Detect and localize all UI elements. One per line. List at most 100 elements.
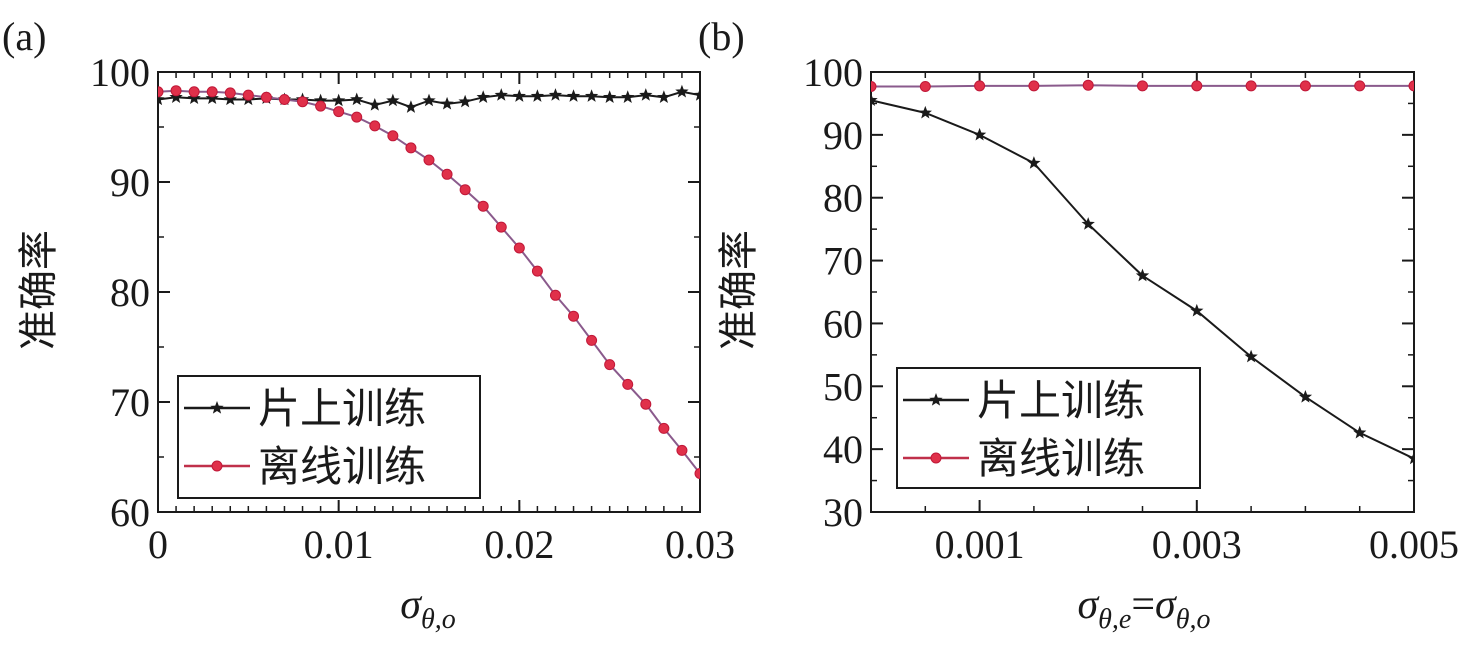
panel-a-point-1-28 bbox=[658, 422, 670, 434]
panel-a-point-1-4 bbox=[224, 87, 236, 99]
panel-a-point-1-20 bbox=[513, 242, 525, 254]
panel-b-legend-label-0: 片上训练 bbox=[977, 376, 1145, 425]
panel-b-point-0-8 bbox=[1298, 389, 1313, 403]
panel-a-point-1-17 bbox=[459, 184, 471, 196]
panel-a-point-0-27 bbox=[639, 88, 653, 101]
panel-b-xlabel: σθ,e=σθ,o bbox=[1077, 582, 1210, 635]
panel-b-point-1-1 bbox=[919, 80, 931, 92]
panel-a-point-1-14 bbox=[405, 142, 417, 154]
panel-a-point-0-14 bbox=[404, 100, 418, 113]
panel-a-point-0-11 bbox=[350, 92, 364, 106]
panel-a-series-group bbox=[158, 84, 700, 479]
panel-a-point-1-6 bbox=[260, 91, 272, 103]
panel-a-legend-marker-0 bbox=[210, 401, 224, 414]
panel-a-point-1-11 bbox=[351, 111, 363, 123]
panel-b-point-1-10 bbox=[1408, 80, 1414, 92]
panel-a-point-0-2 bbox=[187, 91, 201, 105]
panel-a-point-0-24 bbox=[584, 89, 599, 102]
panel-a-point-0-0 bbox=[158, 92, 165, 106]
panel-b-ytick-label: 90 bbox=[823, 113, 863, 158]
panel-a-point-0-4 bbox=[223, 92, 237, 106]
panel-a-ytick-label: 70 bbox=[110, 380, 150, 425]
panel-a-point-1-12 bbox=[369, 120, 381, 132]
panel-b-ytick-label: 50 bbox=[823, 364, 863, 409]
panel-b-xtick-label: 0.005 bbox=[1369, 522, 1459, 567]
panel-a-point-1-26 bbox=[622, 378, 634, 390]
panel-a-legend-box bbox=[177, 375, 481, 499]
panel-a-point-0-15 bbox=[422, 93, 436, 107]
panel-a-point-1-10 bbox=[333, 106, 345, 118]
panel-a-ytick-label: 80 bbox=[110, 270, 150, 315]
panel-a-point-1-7 bbox=[278, 94, 290, 105]
panel-b-point-0-4 bbox=[1081, 217, 1095, 230]
panel-a-point-0-20 bbox=[512, 89, 526, 102]
panel-b-point-0-2 bbox=[972, 127, 987, 141]
panel-a-point-0-23 bbox=[566, 89, 581, 102]
panel-a-point-1-8 bbox=[297, 96, 309, 108]
panel-a-point-1-16 bbox=[441, 168, 453, 180]
panel-a-point-1-23 bbox=[568, 310, 580, 322]
panel-a-point-0-17 bbox=[458, 94, 472, 108]
panel-a-point-0-26 bbox=[621, 90, 635, 103]
panel-a-point-0-30 bbox=[693, 88, 700, 101]
panel-b-legend-box bbox=[896, 367, 1201, 489]
panel-b-label: (b) bbox=[698, 14, 745, 59]
panel-b-ytick-label: 60 bbox=[823, 301, 863, 346]
panel-a-point-1-29 bbox=[676, 444, 688, 456]
panel-a-point-1-21 bbox=[531, 265, 543, 277]
panel-b-ytick-label: 30 bbox=[823, 490, 863, 535]
panel-a-point-1-9 bbox=[315, 100, 327, 112]
panel-b-ytick-label: 40 bbox=[823, 427, 863, 472]
panel-b-point-1-7 bbox=[1245, 80, 1257, 92]
panel-a-point-1-19 bbox=[495, 221, 507, 233]
panel-a-point-1-30 bbox=[694, 468, 700, 479]
panel-b-series-group bbox=[871, 79, 1414, 465]
panel-a-point-0-9 bbox=[313, 93, 328, 107]
panel-b-ytick-label: 80 bbox=[823, 176, 863, 221]
panel-b-ytick-label: 100 bbox=[803, 50, 863, 95]
panel-a-legend-label-0: 片上训练 bbox=[258, 384, 426, 433]
panel-b-ylabel: 准确率 bbox=[716, 230, 762, 350]
panel-a-point-1-0 bbox=[158, 86, 164, 98]
panel-a-legend-marker-1 bbox=[211, 460, 223, 472]
panel-a: (a) 准确率 60 70 80 90 100 0 0.01 0.02 0.03 片上训练离线训练… bbox=[2, 14, 735, 635]
panel-a-ylabel: 准确率 bbox=[16, 230, 62, 350]
panel-a-point-1-13 bbox=[387, 130, 399, 142]
panel-b-point-1-6 bbox=[1191, 80, 1203, 92]
panel-a-point-1-1 bbox=[170, 85, 182, 97]
panel-a-xtick-label: 0 bbox=[148, 522, 168, 567]
panel-b-point-0-10 bbox=[1407, 451, 1414, 465]
panel-b-point-0-7 bbox=[1244, 349, 1258, 363]
panel-b-point-0-9 bbox=[1353, 425, 1367, 439]
panel-b-legend-label-1: 离线训练 bbox=[977, 434, 1145, 483]
panel-b-point-1-4 bbox=[1082, 79, 1094, 91]
panel-a-point-1-15 bbox=[423, 154, 435, 166]
panel-b-xtick-label: 0.001 bbox=[935, 522, 1025, 567]
panel-a-xlabel: σθ,o bbox=[400, 582, 455, 635]
panel-b-ytick-label: 70 bbox=[823, 239, 863, 284]
panel-b-point-0-3 bbox=[1027, 156, 1041, 169]
panel-a-point-1-24 bbox=[586, 334, 598, 346]
panel-a-point-0-13 bbox=[386, 93, 400, 107]
panel-b-xtick-label: 0.003 bbox=[1152, 522, 1242, 567]
panel-b-legend-marker-0 bbox=[929, 393, 943, 406]
panel-a-ytick-label: 90 bbox=[110, 160, 150, 205]
panel-a-ytick-label: 60 bbox=[110, 490, 150, 535]
panel-b-point-0-6 bbox=[1190, 303, 1204, 317]
panel-a-point-0-1 bbox=[169, 90, 183, 103]
panel-a-point-0-16 bbox=[440, 96, 454, 110]
panel-a-point-0-10 bbox=[332, 93, 346, 107]
panel-a-point-1-3 bbox=[206, 86, 218, 98]
panel-a-point-0-3 bbox=[205, 91, 219, 105]
panel-a-point-0-29 bbox=[675, 84, 689, 98]
panel-b-point-1-9 bbox=[1354, 80, 1366, 92]
panel-a-point-1-22 bbox=[549, 289, 561, 301]
panel-b-point-1-2 bbox=[974, 80, 986, 92]
panel-a-ytick-label: 100 bbox=[90, 50, 150, 95]
panel-a-point-0-28 bbox=[657, 90, 671, 103]
